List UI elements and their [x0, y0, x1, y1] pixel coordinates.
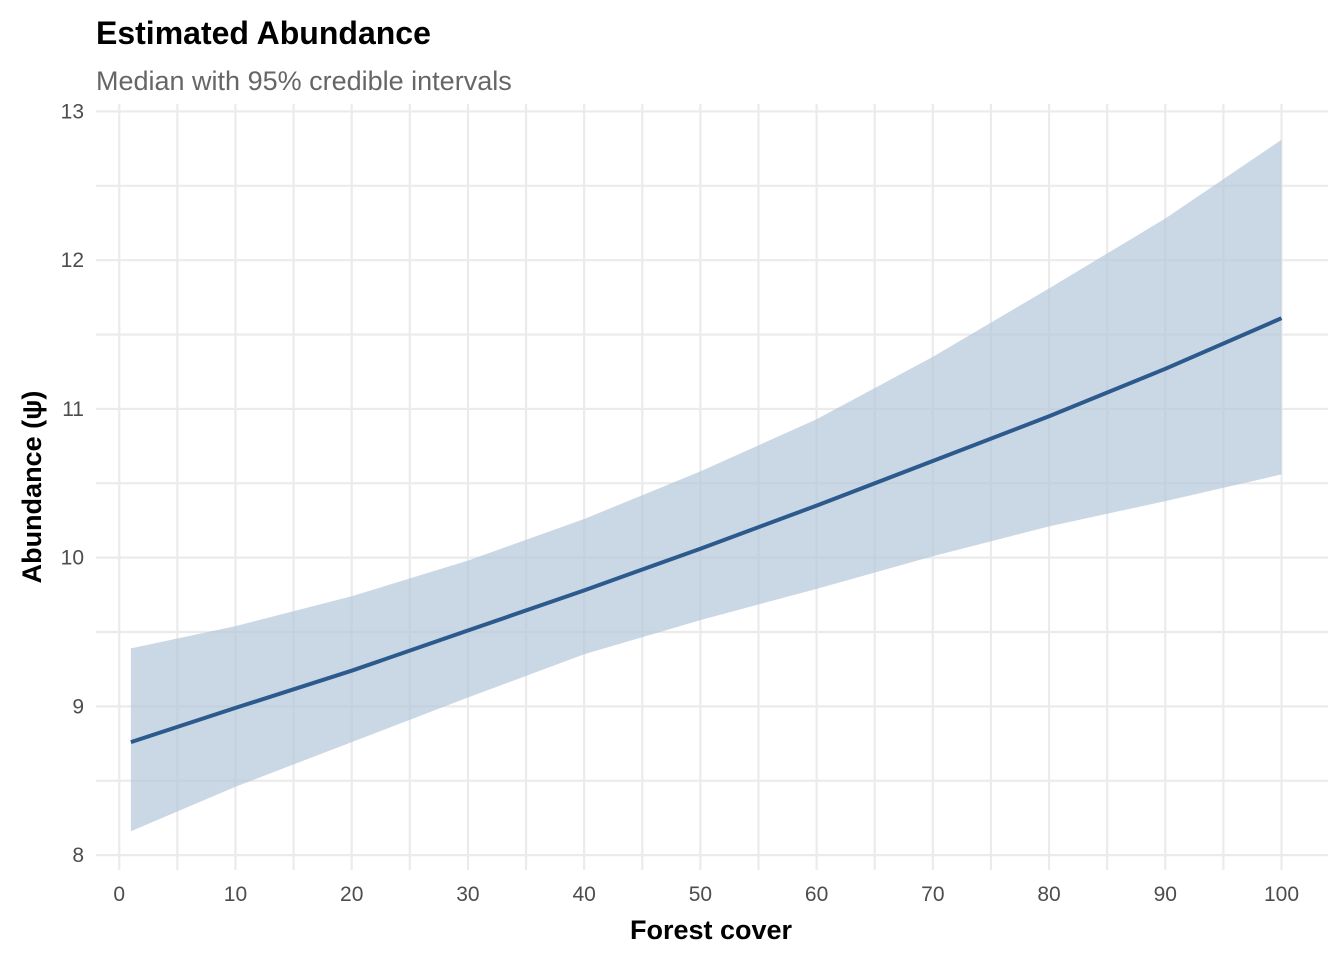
y-tick-label: 13 [61, 100, 84, 123]
x-tick-label: 30 [456, 883, 479, 906]
x-tick-label: 60 [805, 883, 828, 906]
median-line [130, 316, 1283, 745]
y-axis-title: Abundance (ψ) [17, 391, 47, 584]
y-tick-label: 10 [61, 547, 84, 570]
x-tick-label: 10 [224, 883, 247, 906]
y-tick-label: 12 [61, 249, 84, 272]
y-tick-label: 9 [72, 695, 84, 718]
x-tick-label: 70 [921, 883, 944, 906]
x-tick-label: 40 [572, 883, 595, 906]
tick-labels: 0 10 20 30 40 50 60 70 80 90 100 8 9 10 11 12 13 [61, 100, 1299, 906]
x-tick-label: 90 [1154, 883, 1177, 906]
chart-title: Estimated Abundance [96, 15, 431, 51]
y-tick-label: 11 [62, 398, 84, 421]
y-tick-label: 8 [72, 844, 84, 867]
x-tick-label: 50 [689, 883, 712, 906]
x-tick-label: 100 [1264, 883, 1299, 906]
x-tick-label: 0 [113, 883, 125, 906]
credible-interval-ribbon [130, 139, 1282, 832]
x-tick-label: 80 [1037, 883, 1060, 906]
x-tick-label: 20 [340, 883, 363, 906]
chart-subtitle: Median with 95% credible intervals [96, 66, 512, 96]
x-axis-title: Forest cover [630, 915, 793, 945]
